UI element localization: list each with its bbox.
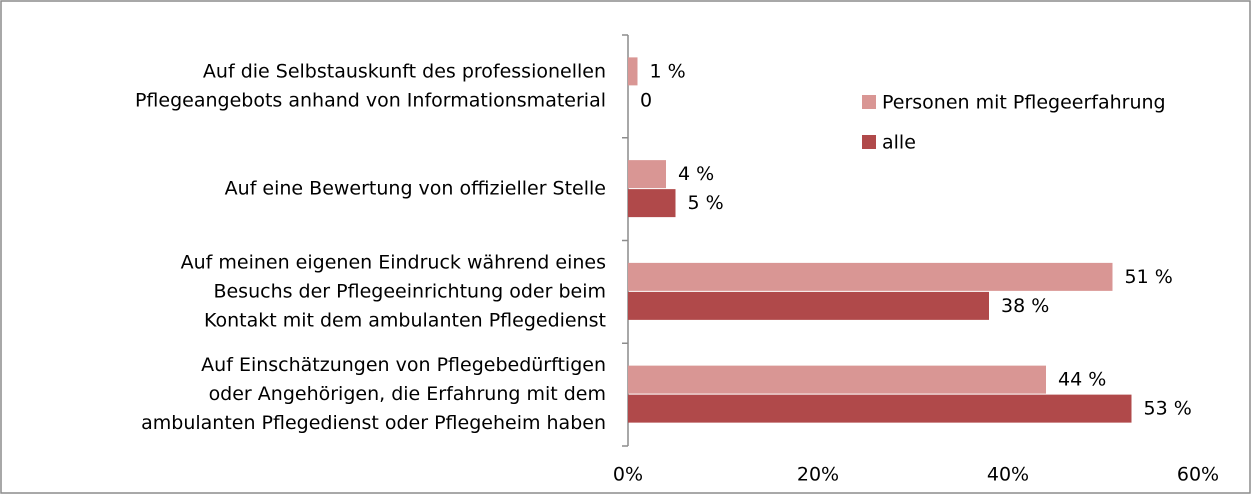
category-label: Auf die Selbstauskunft des professionell…: [203, 60, 606, 82]
value-label: 5 %: [688, 192, 724, 214]
value-label: 44 %: [1058, 369, 1106, 391]
x-tick-label: 60%: [1177, 464, 1219, 486]
bar: [628, 189, 676, 218]
legend-swatch: [862, 95, 876, 109]
x-tick-label: 20%: [797, 464, 839, 486]
value-label: 4 %: [678, 163, 714, 185]
legend-label: alle: [882, 132, 916, 154]
category-label: Pflegeangebots anhand von Informationsma…: [135, 89, 606, 111]
bar: [628, 262, 1113, 291]
bar: [628, 160, 666, 189]
legend-label: Personen mit Pflegeerfahrung: [882, 92, 1166, 114]
x-tick-label: 0%: [613, 464, 643, 486]
value-label: 53 %: [1144, 398, 1192, 420]
value-label: 0: [640, 89, 652, 111]
category-label: ambulanten Pflegedienst oder Pflegeheim …: [141, 412, 606, 434]
legend-swatch: [862, 135, 876, 149]
category-label: Auf meinen eigenen Eindruck während eine…: [181, 251, 606, 273]
value-label: 51 %: [1125, 266, 1173, 288]
category-label: Kontakt mit dem ambulanten Pflegedienst: [204, 309, 606, 331]
category-label: oder Angehörigen, die Erfahrung mit dem: [209, 383, 606, 405]
bar: [628, 291, 989, 320]
category-label: Auf eine Bewertung von offizieller Stell…: [225, 178, 606, 200]
value-label: 1 %: [650, 60, 686, 82]
category-label: Besuchs der Pflegeeinrichtung oder beim: [213, 280, 606, 302]
bar: [628, 394, 1132, 423]
category-label: Auf Einschätzungen von Pflegebedürftigen: [201, 354, 606, 376]
value-label: 38 %: [1001, 295, 1049, 317]
bar: [628, 365, 1046, 394]
x-tick-label: 40%: [987, 464, 1029, 486]
bar: [628, 57, 638, 86]
